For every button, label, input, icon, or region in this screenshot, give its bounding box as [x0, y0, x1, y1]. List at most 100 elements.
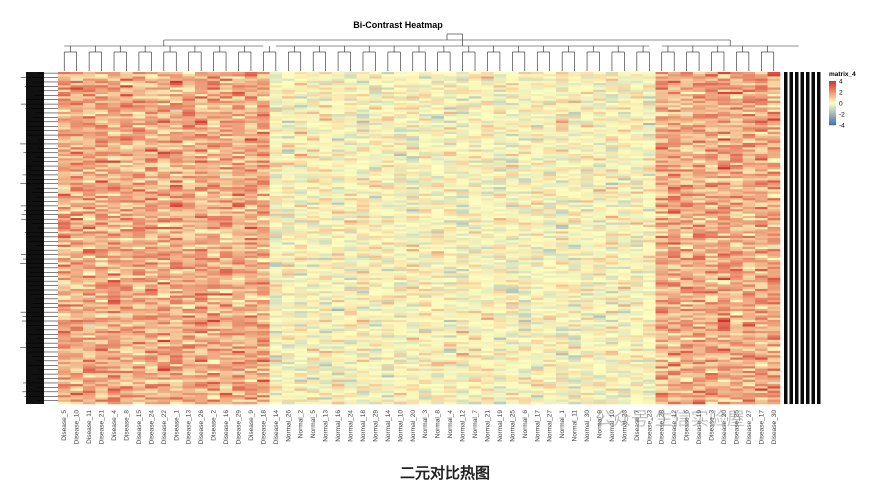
heatmap-cell	[70, 184, 84, 188]
heatmap-cell	[531, 246, 544, 250]
heatmap-cell	[170, 74, 183, 77]
heatmap-cell	[182, 153, 196, 157]
heatmap-cell	[443, 238, 457, 241]
heatmap-cell	[555, 200, 569, 203]
heatmap-cell	[82, 169, 96, 172]
heatmap-cell	[219, 111, 233, 115]
heatmap-cell	[419, 238, 432, 241]
heatmap-cell	[406, 226, 420, 230]
heatmap-cell	[182, 136, 196, 139]
heatmap-cell	[543, 182, 557, 186]
heatmap-cell	[120, 180, 133, 183]
heatmap-cell	[406, 253, 420, 256]
heatmap-cell	[107, 74, 121, 77]
heatmap-cell	[319, 105, 333, 108]
heatmap-cell	[493, 129, 507, 133]
heatmap-cell	[394, 98, 407, 102]
heatmap-cell	[419, 149, 432, 152]
heatmap-cell	[394, 211, 407, 214]
heatmap-cell	[755, 116, 768, 119]
heatmap-cell	[767, 76, 781, 79]
heatmap-cell	[443, 211, 457, 214]
heatmap-cell	[618, 240, 631, 243]
heatmap-cell	[593, 96, 607, 99]
heatmap-cell	[58, 173, 71, 177]
heatmap-cell	[58, 122, 71, 126]
heatmap-cell	[655, 96, 669, 99]
heatmap-cell	[431, 253, 445, 256]
heatmap-cell	[692, 109, 706, 113]
heatmap-cell	[431, 184, 445, 188]
heatmap-cell	[630, 235, 644, 239]
heatmap-cell	[356, 213, 370, 217]
heatmap-cell	[717, 171, 731, 175]
heatmap-cell	[568, 102, 582, 106]
heatmap-cell	[506, 211, 519, 214]
heatmap-cell	[82, 136, 96, 139]
heatmap-cell	[630, 127, 644, 130]
heatmap-cell	[170, 83, 183, 86]
heatmap-cell	[182, 116, 196, 119]
heatmap-cell	[282, 105, 295, 108]
heatmap-cell	[481, 142, 494, 146]
heatmap-cell	[618, 129, 631, 133]
heatmap-cell	[767, 111, 781, 115]
heatmap-cell	[667, 107, 681, 110]
heatmap-cell	[580, 224, 594, 228]
heatmap-cell	[244, 129, 258, 133]
heatmap-cell	[232, 191, 246, 195]
heatmap-cell	[331, 149, 345, 152]
heatmap-cell	[543, 202, 557, 206]
heatmap-cell	[344, 147, 358, 150]
heatmap-cell	[331, 231, 345, 234]
heatmap-cell	[194, 158, 208, 161]
heatmap-cell	[481, 195, 494, 199]
heatmap-cell	[593, 164, 607, 168]
heatmap-cell	[680, 202, 694, 206]
heatmap-cell	[468, 118, 482, 121]
heatmap-cell	[692, 94, 706, 97]
heatmap-cell	[369, 100, 382, 104]
heatmap-cell	[356, 85, 370, 88]
heatmap-cell	[767, 187, 781, 190]
heatmap-cell	[406, 85, 420, 88]
heatmap-cell	[257, 136, 270, 139]
heatmap-cell	[306, 173, 320, 177]
heatmap-cell	[630, 195, 644, 199]
heatmap-cell	[667, 118, 681, 121]
heatmap-cell	[531, 116, 544, 119]
heatmap-cell	[294, 238, 308, 241]
heatmap-cell	[219, 72, 233, 75]
heatmap-cell	[506, 209, 519, 212]
heatmap-cell	[481, 176, 494, 179]
heatmap-cell	[568, 169, 582, 172]
heatmap-cell	[219, 74, 233, 77]
heatmap-cell	[406, 120, 420, 124]
heatmap-cell	[282, 87, 295, 90]
heatmap-cell	[406, 167, 420, 170]
heatmap-cell	[692, 200, 706, 203]
heatmap-cell	[95, 224, 109, 228]
heatmap-cell	[182, 231, 196, 234]
heatmap-cell	[394, 162, 407, 166]
heatmap-cell	[356, 147, 370, 150]
heatmap-cell	[580, 91, 594, 95]
heatmap-cell	[219, 182, 233, 186]
heatmap-cell	[120, 129, 133, 133]
heatmap-cell	[406, 105, 420, 108]
heatmap-cell	[419, 142, 432, 146]
heatmap-cell	[667, 251, 681, 254]
heatmap-cell	[132, 246, 146, 250]
heatmap-cell	[742, 96, 756, 99]
heatmap-cell	[580, 145, 594, 148]
heatmap-cell	[356, 226, 370, 230]
heatmap-cell	[431, 224, 445, 228]
heatmap-cell	[618, 145, 631, 148]
heatmap-cell	[568, 226, 582, 230]
heatmap-cell	[593, 204, 607, 208]
heatmap-cell	[182, 145, 196, 148]
heatmap-cell	[145, 127, 158, 130]
heatmap-cell	[219, 253, 233, 256]
heatmap-cell	[593, 109, 607, 113]
heatmap-cell	[95, 187, 109, 190]
